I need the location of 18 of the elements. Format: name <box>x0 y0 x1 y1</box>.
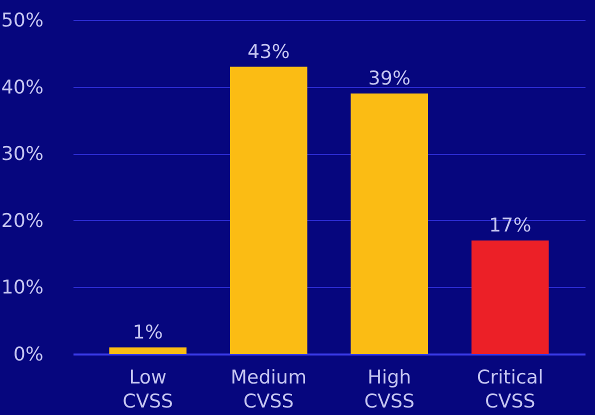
y-tick-label: 50% <box>1 10 44 32</box>
bar <box>230 66 308 354</box>
bar <box>350 94 428 354</box>
data-label: 17% <box>489 214 532 236</box>
y-tick-label: 10% <box>1 276 44 299</box>
bar <box>109 347 187 354</box>
x-tick-label: High CVSS <box>364 366 415 412</box>
y-tick-label: 0% <box>13 344 44 366</box>
data-label: 39% <box>368 68 410 90</box>
y-tick-label: 30% <box>1 143 44 166</box>
x-tick-label: Low CVSS <box>122 366 174 412</box>
x-tick-label: Critical CVSS <box>476 366 544 412</box>
y-tick-label: 20% <box>1 210 44 232</box>
x-tick-label: Medium CVSS <box>230 366 307 412</box>
y-tick-label: 40% <box>1 76 44 98</box>
bar <box>471 240 549 354</box>
data-label: 1% <box>132 321 163 344</box>
data-label: 43% <box>248 40 290 63</box>
